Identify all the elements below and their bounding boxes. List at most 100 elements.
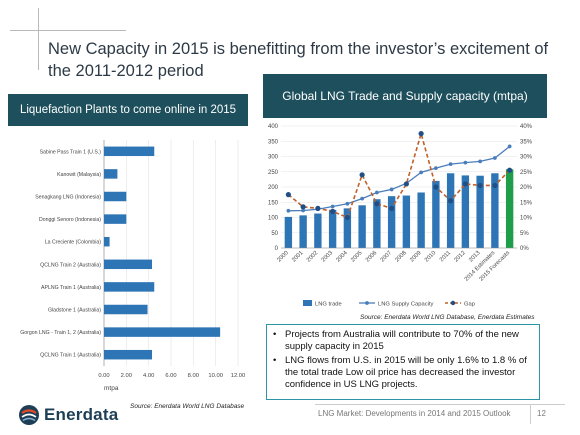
- right-y-left-tick-label: 200: [268, 185, 279, 191]
- lng-trade-bar: [387, 196, 396, 248]
- lng-trade-bar: [299, 215, 307, 248]
- lng-trade-bar: [491, 173, 499, 248]
- lng-trade-bar: [284, 216, 293, 248]
- left-category-label: La Creciente (Colombia): [45, 240, 101, 246]
- supply-capacity-point: [301, 208, 306, 213]
- left-x-tick-label: 2.00: [121, 373, 132, 379]
- lng-trade-bar: [432, 180, 440, 248]
- left-x-tick-label: 6.00: [165, 373, 176, 379]
- left-bar: [104, 214, 127, 224]
- left-bar: [104, 259, 153, 270]
- right-x-tick-label: 2008: [394, 250, 407, 263]
- supply-capacity-point: [360, 196, 365, 201]
- corner-decoration-horizontal: [10, 30, 126, 31]
- legend-capacity-label: LNG Supply Capacity: [378, 302, 434, 308]
- right-y-left-tick-label: 100: [268, 216, 279, 222]
- lng-trade-bar: [328, 209, 337, 248]
- left-x-tick-label: 0.00: [98, 373, 109, 379]
- gap-point: [462, 181, 468, 187]
- right-panel-header: Global LNG Trade and Supply capacity (mt…: [263, 74, 547, 118]
- legend-capacity-marker: [365, 301, 369, 305]
- right-y-left-tick-label: 250: [268, 170, 279, 176]
- lng-trade-bar: [373, 199, 381, 248]
- supply-capacity-point: [478, 159, 483, 164]
- supply-capacity-point: [286, 208, 291, 213]
- left-x-tick-label: 12.00: [231, 373, 246, 379]
- footer-separator: [530, 404, 531, 424]
- left-bar: [104, 282, 155, 292]
- left-bar: [104, 349, 153, 360]
- gap-point: [507, 167, 513, 173]
- lng-trade-bar: [476, 175, 484, 248]
- left-x-tick-label: 4.00: [143, 373, 154, 379]
- gap-point: [374, 201, 380, 207]
- right-chart-source: Source: Enerdata World LNG Database, Ene…: [360, 314, 535, 321]
- supply-capacity-line: [288, 145, 511, 212]
- right-y-right-tick-label: 15%: [520, 200, 533, 206]
- left-category-label: Gorgon LNG - Train 1, 2 (Australia): [20, 330, 101, 336]
- right-y-right-tick-label: 25%: [520, 170, 533, 176]
- right-x-tick-label: 2003: [321, 250, 334, 263]
- lng-trade-bar: [461, 175, 470, 248]
- left-category-label: Sabine Pass Train 1 (U.S.): [40, 149, 102, 155]
- key-point-1: Projects from Australia will contribute …: [273, 329, 533, 353]
- supply-capacity-point: [507, 144, 512, 149]
- gap-point: [330, 208, 336, 214]
- corner-decoration-vertical: [38, 8, 39, 70]
- gap-point: [403, 181, 409, 187]
- right-x-tick-label: 2000: [276, 250, 289, 263]
- liquefaction-plants-chart: 0.00 2.00 4.00 6.00 8.00 10.00 12.00 Sabine Pas…: [8, 128, 258, 400]
- right-y-left-tick-label: 0: [275, 246, 279, 252]
- lng-trade-bar: [417, 192, 425, 248]
- gap-point: [433, 184, 439, 190]
- right-x-tick-label: 2012: [453, 250, 466, 263]
- supply-capacity-point: [389, 187, 394, 192]
- right-x-tick-label: 2007: [380, 250, 393, 263]
- lng-trade-bar: [358, 205, 366, 248]
- gap-point: [389, 205, 395, 211]
- left-bar: [104, 327, 221, 337]
- left-x-axis-label: mtpa: [104, 385, 119, 392]
- left-panel-header: Liquefaction Plants to come online in 20…: [8, 94, 248, 126]
- key-point-2: LNG flows from U.S. in 2015 will be only…: [273, 355, 533, 391]
- key-points-box: Projects from Australia will contribute …: [266, 324, 540, 400]
- right-x-tick-label: 2009: [409, 250, 422, 263]
- left-chart-source: Source: Enerdata World LNG Database: [130, 403, 245, 410]
- left-bar: [104, 191, 127, 202]
- supply-capacity-point: [448, 162, 453, 167]
- supply-capacity-point: [345, 201, 350, 206]
- lng-trade-bar: [505, 169, 514, 248]
- gap-point: [477, 182, 483, 189]
- legend-lng-trade-label: LNG trade: [315, 302, 342, 308]
- gap-point: [300, 204, 306, 210]
- gap-point: [448, 198, 454, 204]
- legend-gap-marker: [450, 300, 456, 306]
- gap-point: [418, 131, 424, 137]
- left-category-label: Kanowit (Malaysia): [57, 172, 101, 178]
- right-y-right-tick-label: 40%: [520, 124, 533, 130]
- gap-point: [492, 182, 498, 189]
- right-y-right-tick-label: 30%: [520, 155, 533, 161]
- right-y-right-tick-label: 5%: [520, 231, 529, 237]
- enerdata-logo: Enerdata: [18, 404, 138, 428]
- legend-gap-label: Gap: [464, 302, 475, 308]
- supply-capacity-point: [433, 166, 438, 170]
- right-y-right-tick-label: 10%: [520, 216, 533, 222]
- right-y-left-tick-label: 150: [268, 200, 279, 206]
- left-category-label: Senagkang LNG (Indonesia): [35, 195, 101, 201]
- left-bar: [104, 169, 118, 179]
- key-points-list: Projects from Australia will contribute …: [273, 329, 533, 391]
- right-x-tick-label: 2004: [335, 250, 349, 264]
- right-x-tick-label: 2002: [306, 250, 319, 263]
- left-category-label: QCLNG Train 1 (Australia): [40, 353, 101, 359]
- footer-divider: [315, 404, 565, 405]
- right-y-left-tick-label: 300: [268, 155, 279, 161]
- right-x-tick-label: 2006: [365, 250, 378, 263]
- right-y-right-tick-label: 35%: [520, 139, 533, 145]
- lng-trade-bar: [402, 195, 411, 248]
- lng-trade-bar: [446, 173, 455, 248]
- right-x-tick-label: 2001: [291, 250, 304, 263]
- gap-point: [359, 172, 365, 178]
- supply-capacity-point: [374, 190, 379, 195]
- left-category-label: QCLNG Train 2 (Australia): [40, 262, 101, 268]
